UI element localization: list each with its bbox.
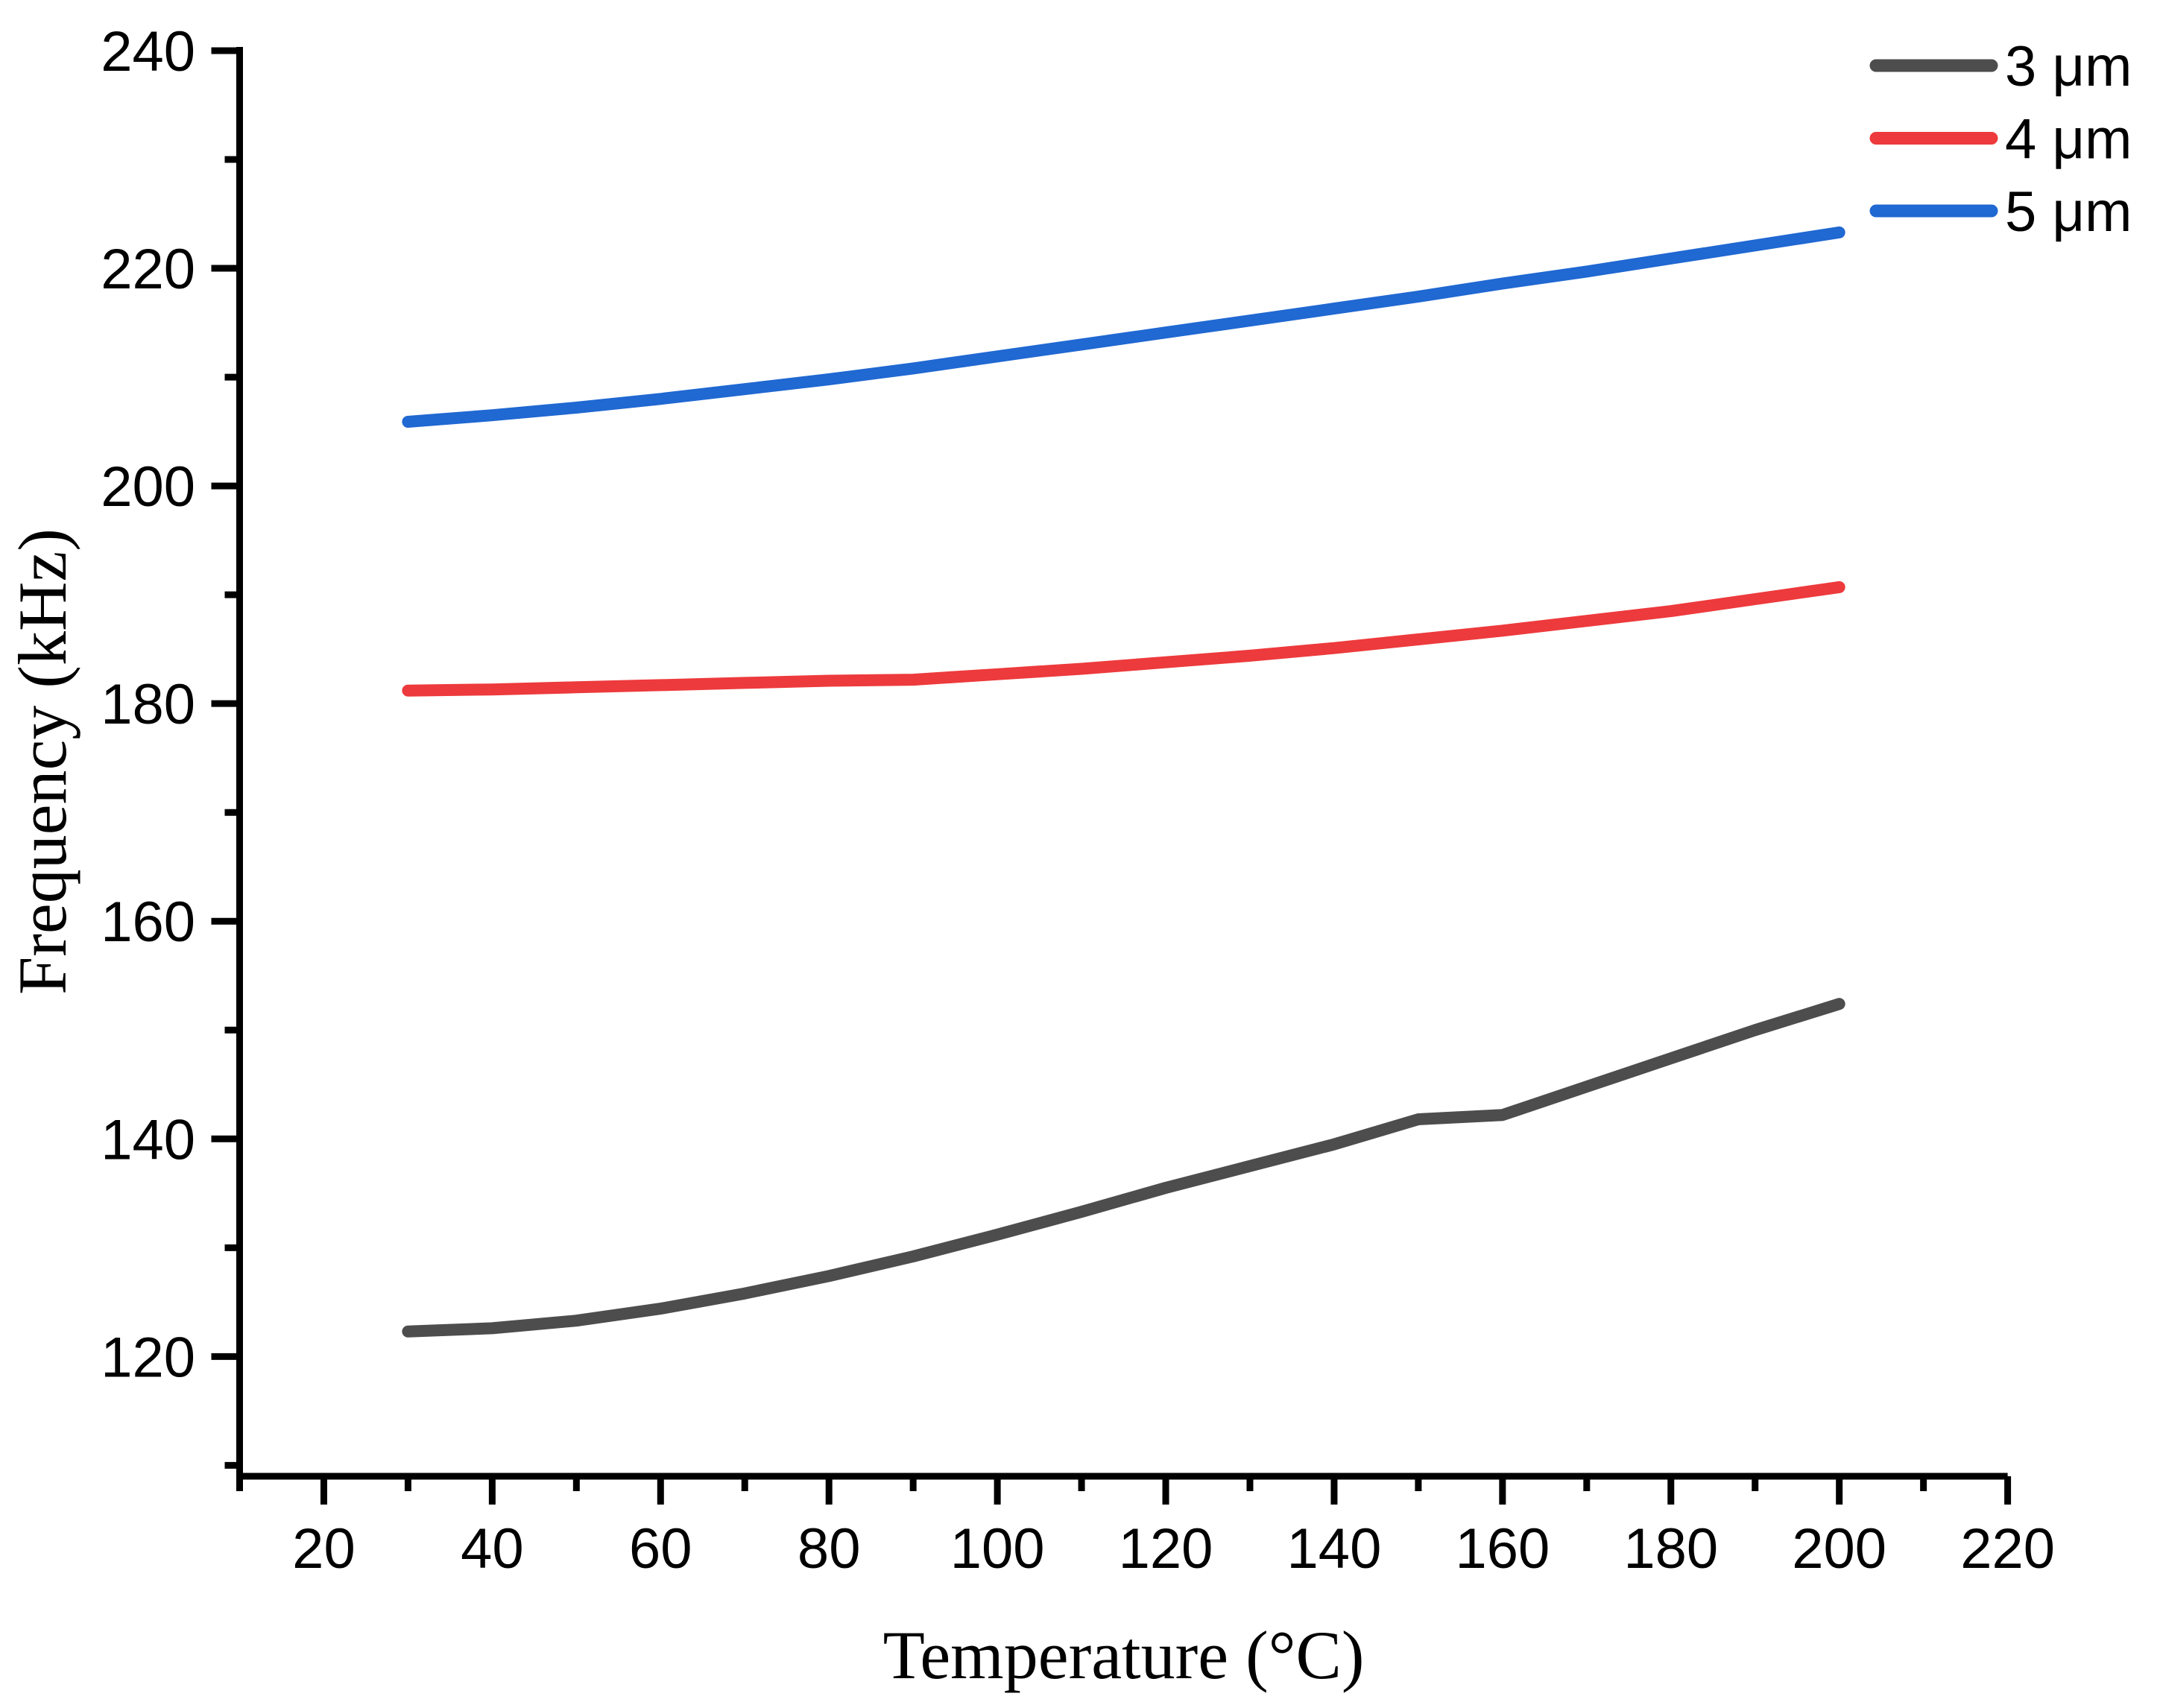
series-line-5um [402,226,1845,428]
x-tick-label: 180 [1623,1517,1718,1581]
y-tick-label: 120 [101,1326,195,1389]
x-tick-label: 160 [1455,1517,1550,1581]
x-tick-label: 20 [292,1517,356,1581]
y-tick-label: 180 [101,673,195,736]
x-tick-label: 60 [629,1517,692,1581]
series-line-3um [402,998,1845,1338]
x-tick-label: 40 [461,1517,524,1581]
x-tick-label: 120 [1119,1517,1213,1581]
series-line-4um [402,581,1845,697]
y-tick-label: 140 [101,1108,195,1171]
x-tick-label: 80 [798,1517,861,1581]
legend-label-3um: 3 μm [2005,35,2132,98]
x-tick-label: 140 [1287,1517,1382,1581]
x-tick-label: 220 [1960,1517,2055,1581]
legend-label-4um: 4 μm [2005,108,2132,171]
x-axis-title: Temperature (°C) [883,1617,1365,1693]
y-tick-label: 240 [101,20,195,83]
y-tick-label: 200 [101,455,195,519]
y-tick-label: 220 [101,238,195,301]
x-tick-label: 200 [1792,1517,1886,1581]
y-tick-label: 160 [101,891,195,954]
legend-label-5um: 5 μm [2005,180,2132,244]
x-tick-label: 100 [950,1517,1045,1581]
y-axis-title: Frequency (kHz) [4,528,80,995]
